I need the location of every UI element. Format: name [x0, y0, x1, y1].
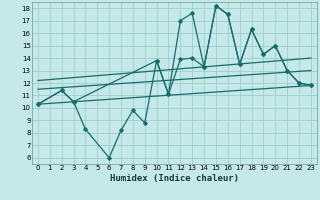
X-axis label: Humidex (Indice chaleur): Humidex (Indice chaleur): [110, 174, 239, 183]
